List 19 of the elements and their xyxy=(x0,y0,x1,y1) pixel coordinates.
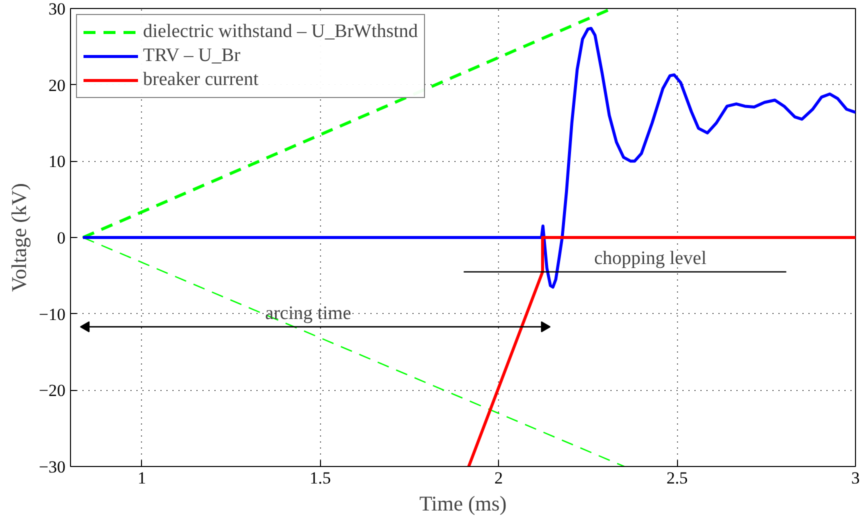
y-tick-label: −30 xyxy=(38,458,66,476)
y-tick-label: −20 xyxy=(38,381,66,400)
x-tick-label: 1.5 xyxy=(310,468,331,488)
y-axis-title: Voltage (kV) xyxy=(6,183,31,292)
legend-label: dielectric withstand – U_BrWthstnd xyxy=(143,21,418,43)
x-tick-label: 2.5 xyxy=(666,468,688,488)
legend-label: TRV – U_Br xyxy=(143,45,240,67)
annotation: arcing time xyxy=(265,302,352,324)
legend-label: breaker current xyxy=(143,69,259,91)
y-tick-label: −10 xyxy=(38,304,66,324)
y-tick-label: 0 xyxy=(57,228,66,248)
y-tick-label: 10 xyxy=(48,152,66,172)
annotation: chopping level xyxy=(594,248,707,269)
x-tick-label: 2 xyxy=(494,468,503,488)
x-axis-title: Time (ms) xyxy=(419,492,507,516)
y-tick-label: 30 xyxy=(48,0,66,18)
y-tick-label: 20 xyxy=(48,76,66,95)
x-tick-label: 1 xyxy=(138,468,146,488)
x-tick-label: 3 xyxy=(851,468,860,488)
